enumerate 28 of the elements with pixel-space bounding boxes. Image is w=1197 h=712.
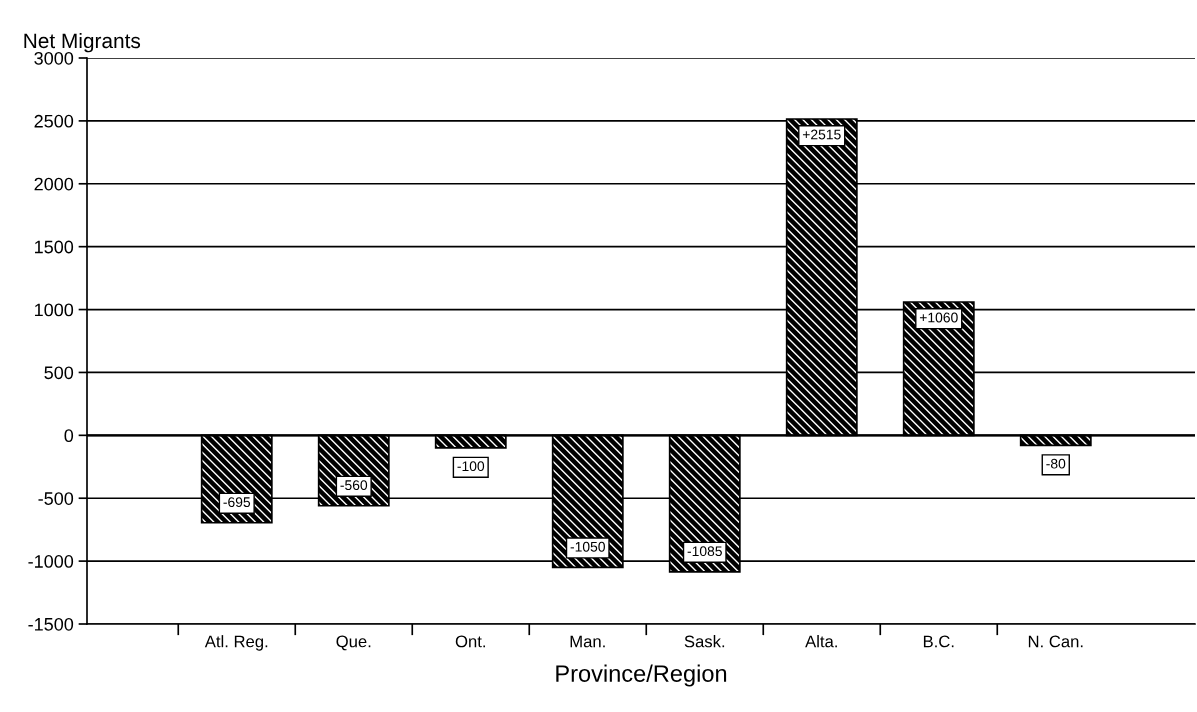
data-label: -695 xyxy=(223,497,251,508)
y-tick-label: 0 xyxy=(64,429,74,443)
y-tick-label: -1000 xyxy=(28,555,74,568)
y-tick-label: -500 xyxy=(38,492,74,505)
data-label: -80 xyxy=(1046,458,1066,469)
x-tick-label: Alta. xyxy=(805,635,837,648)
x-axis-title: Province/Region xyxy=(556,664,727,687)
data-label: -1050 xyxy=(570,541,605,552)
y-axis-title: Net Migrants xyxy=(24,32,141,53)
data-label: +2515 xyxy=(802,129,841,140)
data-label: -1085 xyxy=(687,546,722,557)
y-tick-label: 500 xyxy=(44,366,74,380)
y-tick-label: 2000 xyxy=(34,177,74,191)
data-label: -560 xyxy=(340,480,368,491)
y-tick-label: -1500 xyxy=(28,617,74,631)
y-tick-label: 1500 xyxy=(35,240,74,254)
y-tick-label: 3000 xyxy=(34,51,74,65)
y-tick-label: 2500 xyxy=(34,114,74,128)
y-tick-label: 1000 xyxy=(35,303,74,317)
x-tick-label: Que. xyxy=(336,635,371,651)
data-label: -100 xyxy=(457,461,485,472)
x-tick-label: Man. xyxy=(570,635,605,648)
x-tick-label: Sask. xyxy=(684,635,725,648)
x-tick-label: N. Can. xyxy=(1028,635,1083,648)
x-tick-label: Ont. xyxy=(455,635,485,648)
x-tick-label: B.C. xyxy=(923,635,954,648)
data-label: +1060 xyxy=(919,312,958,323)
x-tick-label: Atl. Reg. xyxy=(204,635,268,651)
